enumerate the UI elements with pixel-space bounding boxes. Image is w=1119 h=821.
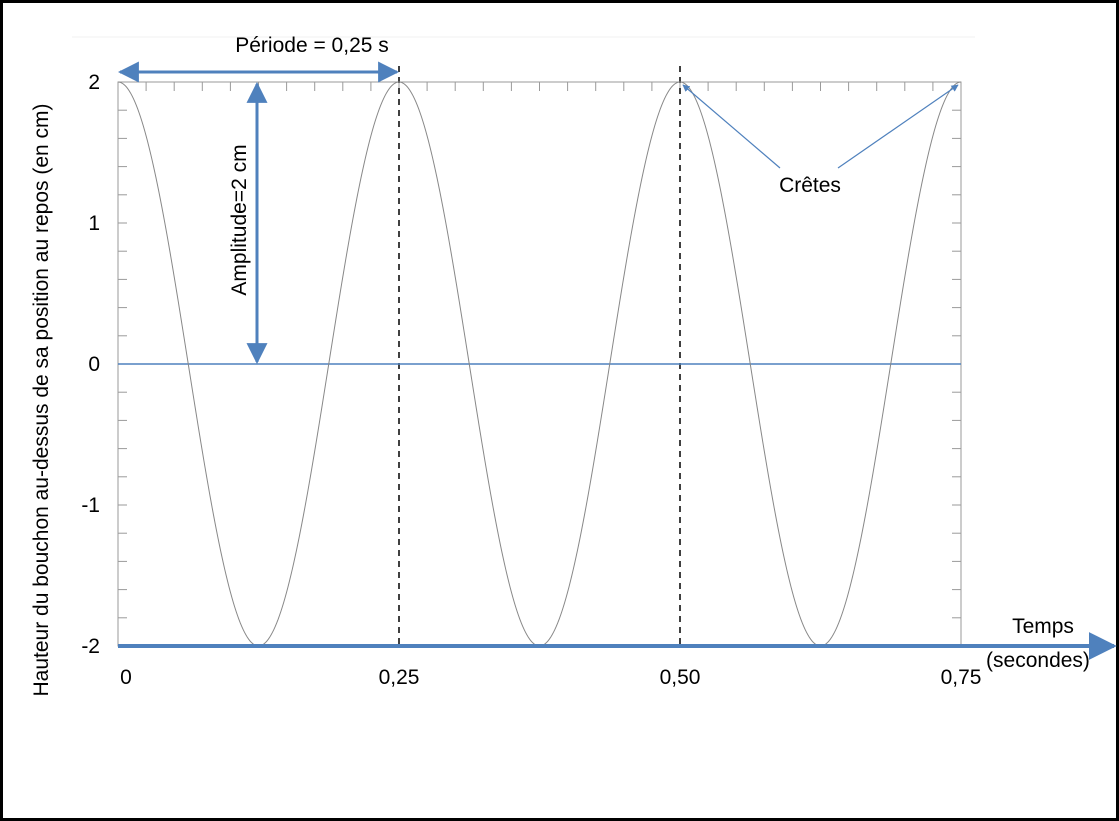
- y-tick-label: -1: [81, 494, 100, 517]
- x-axis-label-line2: (secondes): [986, 649, 1090, 672]
- crest-guides: [398, 66, 681, 646]
- x-axis-label-line1: Temps: [1012, 615, 1074, 638]
- x-tick-label: 0,75: [941, 666, 982, 689]
- crest-arrow-1: [682, 84, 781, 169]
- x-tick-labels: 0 0,25 0,50 0,75: [120, 666, 981, 689]
- amplitude-label: Amplitude=2 cm: [228, 144, 251, 295]
- y-tick-label: 0: [88, 353, 100, 376]
- x-tick-label: 0,25: [379, 666, 420, 689]
- crest-arrow-2: [837, 84, 959, 169]
- x-tick-label: 0: [120, 666, 132, 689]
- x-tick-label: 0,50: [660, 666, 701, 689]
- y-tick-label: 1: [88, 212, 100, 235]
- y-tick-label: 2: [88, 71, 100, 94]
- period-label: Période = 0,25 s: [235, 34, 389, 57]
- crest-label: Crêtes: [779, 174, 841, 197]
- y-axis-label: Hauteur du bouchon au-dessus de sa posit…: [30, 103, 53, 696]
- y-tick-label: -2: [81, 635, 100, 658]
- y-tick-labels: 2 1 0 -1 -2: [81, 71, 100, 658]
